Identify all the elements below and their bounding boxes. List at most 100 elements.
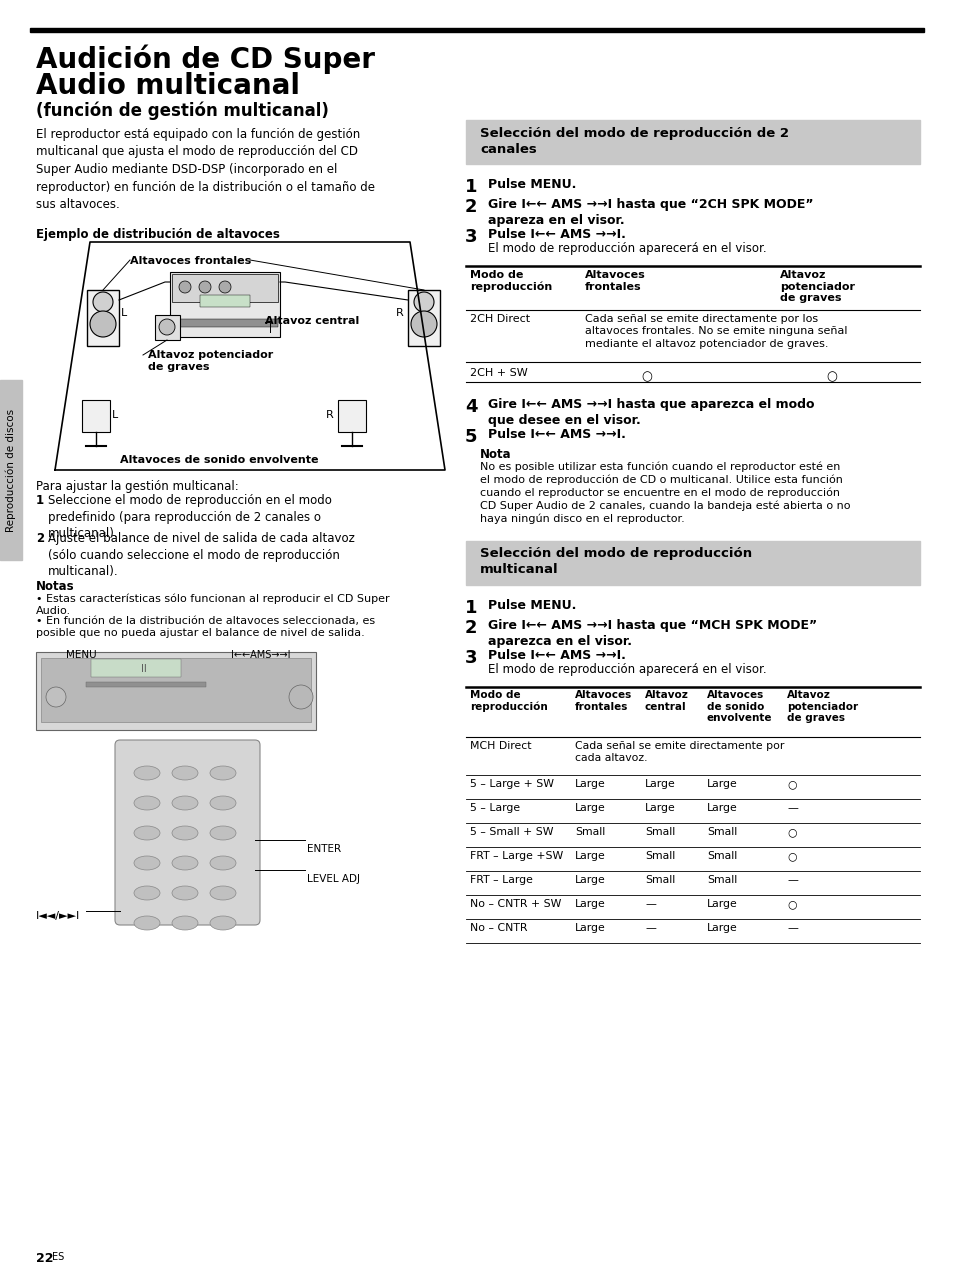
Text: Small: Small: [644, 875, 675, 885]
Text: ○: ○: [786, 851, 796, 861]
Text: ES: ES: [52, 1252, 64, 1263]
Text: 3: 3: [464, 228, 477, 246]
Text: 5 – Large: 5 – Large: [470, 803, 519, 813]
Ellipse shape: [172, 885, 198, 899]
Circle shape: [90, 311, 116, 338]
Text: II: II: [141, 664, 147, 674]
Text: —: —: [786, 875, 797, 885]
Text: No – CNTR: No – CNTR: [470, 922, 527, 933]
Bar: [465, 120, 919, 164]
Text: 1: 1: [36, 494, 44, 507]
Text: I←←AMS→→I: I←←AMS→→I: [231, 650, 291, 660]
Text: Pulse I←← AMS →→I.: Pulse I←← AMS →→I.: [488, 428, 625, 441]
Text: Ajuste el balance de nivel de salida de cada altavoz
(sólo cuando seleccione el : Ajuste el balance de nivel de salida de …: [48, 533, 355, 578]
Text: I◄◄/►►I: I◄◄/►►I: [36, 911, 80, 921]
Bar: [172, 274, 277, 302]
Text: Modo de
reproducción: Modo de reproducción: [470, 270, 552, 292]
Circle shape: [411, 311, 436, 338]
Ellipse shape: [172, 826, 198, 840]
Text: Large: Large: [575, 778, 605, 789]
Text: LEVEL ADJ: LEVEL ADJ: [307, 874, 359, 884]
Text: Small: Small: [706, 875, 737, 885]
Text: 5 – Small + SW: 5 – Small + SW: [470, 827, 553, 837]
Text: Pulse MENU.: Pulse MENU.: [488, 178, 576, 191]
Text: Small: Small: [644, 851, 675, 861]
Text: —: —: [786, 803, 797, 813]
Text: Gire I←← AMS →→I hasta que “2CH SPK MODE”
apareza en el visor.: Gire I←← AMS →→I hasta que “2CH SPK MODE…: [488, 197, 813, 227]
Text: Pulse I←← AMS →→I.: Pulse I←← AMS →→I.: [488, 228, 625, 241]
Text: Altavoz
potenciador
de graves: Altavoz potenciador de graves: [780, 270, 854, 303]
Text: Large: Large: [575, 851, 605, 861]
Text: No es posible utilizar esta función cuando el reproductor esté en
el modo de rep: No es posible utilizar esta función cuan…: [479, 461, 850, 525]
Bar: [154, 315, 180, 340]
Text: —: —: [644, 922, 655, 933]
Bar: [86, 682, 206, 687]
Ellipse shape: [133, 885, 160, 899]
Text: Large: Large: [575, 899, 605, 910]
Bar: [0, 380, 22, 561]
Text: 2CH + SW: 2CH + SW: [470, 368, 527, 378]
Text: 1: 1: [464, 599, 477, 617]
Ellipse shape: [210, 826, 235, 840]
Text: ○: ○: [786, 827, 796, 837]
Text: Seleccione el modo de reproducción en el modo
predefinido (para reproducción de : Seleccione el modo de reproducción en el…: [48, 494, 332, 540]
Bar: [408, 290, 439, 347]
Text: 4: 4: [464, 397, 477, 417]
Circle shape: [159, 318, 174, 335]
Text: Large: Large: [706, 899, 737, 910]
Text: 5: 5: [464, 428, 477, 446]
Text: • En función de la distribución de altavoces seleccionada, es
posible que no pue: • En función de la distribución de altav…: [36, 617, 375, 638]
Text: Audio multicanal: Audio multicanal: [36, 73, 299, 99]
Text: El modo de reproducción aparecerá en el visor.: El modo de reproducción aparecerá en el …: [488, 662, 766, 676]
Text: Small: Small: [644, 827, 675, 837]
Ellipse shape: [210, 916, 235, 930]
Text: MCH Direct: MCH Direct: [470, 741, 531, 750]
Text: ○: ○: [786, 778, 796, 789]
Text: No – CNTR + SW: No – CNTR + SW: [470, 899, 560, 910]
Text: Cada señal se emite directamente por los
altavoces frontales. No se emite ningun: Cada señal se emite directamente por los…: [584, 313, 846, 349]
Bar: [91, 659, 181, 676]
Ellipse shape: [133, 766, 160, 780]
Text: Pulse I←← AMS →→I.: Pulse I←← AMS →→I.: [488, 648, 625, 662]
Text: —: —: [786, 922, 797, 933]
Text: 1: 1: [464, 178, 477, 196]
Text: (función de gestión multicanal): (función de gestión multicanal): [36, 102, 329, 121]
Bar: [200, 296, 250, 307]
Text: Altavoz
central: Altavoz central: [644, 691, 688, 712]
Text: R: R: [326, 410, 334, 420]
Text: Altavoz
potenciador
de graves: Altavoz potenciador de graves: [786, 691, 858, 724]
Bar: [30, 28, 923, 32]
Text: El modo de reproducción aparecerá en el visor.: El modo de reproducción aparecerá en el …: [488, 242, 766, 255]
Text: FRT – Large: FRT – Large: [470, 875, 533, 885]
Text: Small: Small: [706, 827, 737, 837]
Bar: [172, 318, 277, 327]
Ellipse shape: [172, 856, 198, 870]
Text: Large: Large: [644, 803, 675, 813]
Ellipse shape: [133, 856, 160, 870]
Text: Small: Small: [706, 851, 737, 861]
Circle shape: [179, 282, 191, 293]
Text: L: L: [121, 308, 127, 318]
Text: ENTER: ENTER: [307, 843, 341, 854]
Text: Selección del modo de reproducción
multicanal: Selección del modo de reproducción multi…: [479, 547, 751, 576]
Text: Modo de
reproducción: Modo de reproducción: [470, 691, 547, 712]
Text: Altavoces
frontales: Altavoces frontales: [575, 691, 632, 712]
Text: Altavoz potenciador: Altavoz potenciador: [148, 350, 273, 361]
Text: Large: Large: [575, 922, 605, 933]
Text: Selección del modo de reproducción de 2
canales: Selección del modo de reproducción de 2 …: [479, 127, 788, 155]
Ellipse shape: [172, 766, 198, 780]
Text: • Estas características sólo funcionan al reproducir el CD Super
Audio.: • Estas características sólo funcionan a…: [36, 592, 389, 615]
Bar: [170, 273, 280, 338]
Text: Large: Large: [706, 778, 737, 789]
Ellipse shape: [210, 766, 235, 780]
Ellipse shape: [210, 856, 235, 870]
Ellipse shape: [133, 916, 160, 930]
Ellipse shape: [210, 796, 235, 810]
Circle shape: [414, 292, 434, 312]
Text: Large: Large: [575, 875, 605, 885]
Text: Altavoces
frontales: Altavoces frontales: [584, 270, 645, 292]
Text: Altavoz central: Altavoz central: [265, 316, 359, 326]
FancyBboxPatch shape: [115, 740, 260, 925]
Text: ○: ○: [786, 899, 796, 910]
Text: 2: 2: [464, 619, 477, 637]
